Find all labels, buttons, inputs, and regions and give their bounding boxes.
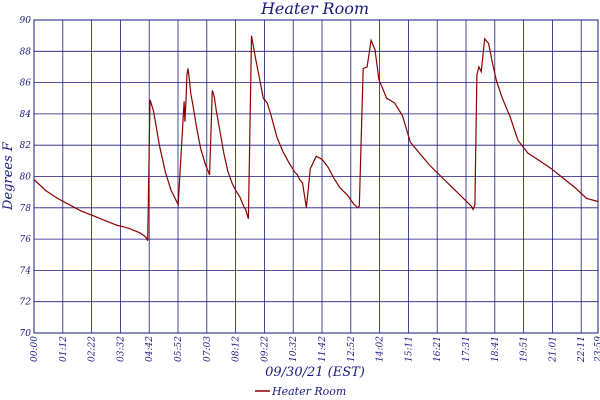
x-tick-label: 22:11 <box>577 336 587 363</box>
y-tick-label: 90 <box>20 16 32 26</box>
y-tick-label: 80 <box>20 173 32 183</box>
x-tick-label: 23:59 <box>594 336 600 363</box>
x-tick-label: 08:12 <box>232 336 242 362</box>
x-tick-label: 01:12 <box>59 336 69 362</box>
y-tick-label: 84 <box>20 110 32 120</box>
x-tick-label: 07:03 <box>203 336 213 362</box>
x-tick-label: 02:22 <box>88 336 98 362</box>
x-tick-label: 10:32 <box>289 336 299 362</box>
x-tick-label: 03:32 <box>116 336 126 362</box>
x-tick-label: 15:11 <box>404 336 414 362</box>
y-axis-ticks: 70 72 74 76 78 80 82 84 86 88 90 <box>20 16 32 339</box>
x-tick-label: 12:52 <box>347 336 357 362</box>
y-axis-label: Degrees F <box>1 141 16 211</box>
series-line-heater-room <box>33 35 599 241</box>
x-tick-label: 19:51 <box>520 336 530 362</box>
y-tick-label: 70 <box>20 329 32 339</box>
x-tick-label: 00:00 <box>30 336 40 362</box>
x-tick-label: 18:41 <box>491 336 501 362</box>
x-axis-label: 09/30/21 (EST) <box>265 365 365 380</box>
legend: Heater Room <box>255 385 346 398</box>
x-axis-ticks: 00:00 01:12 02:22 03:32 04:42 05:52 07:03 08:12… <box>30 336 600 363</box>
legend-label-heater-room: Heater Room <box>271 385 346 398</box>
y-tick-label: 76 <box>20 235 32 245</box>
y-tick-label: 88 <box>20 47 32 57</box>
y-tick-label: 72 <box>20 298 32 308</box>
x-tick-label: 11:42 <box>318 336 328 362</box>
y-tick-label: 82 <box>20 141 32 151</box>
x-tick-label: 09:22 <box>260 336 270 362</box>
x-tick-label: 14:02 <box>376 336 386 362</box>
x-tick-label: 21:01 <box>548 336 558 363</box>
grid <box>33 19 599 334</box>
x-tick-label: 16:21 <box>433 336 443 362</box>
x-tick-label: 04:42 <box>145 336 155 362</box>
chart-title: Heater Room <box>260 0 369 18</box>
y-tick-label: 78 <box>20 204 32 214</box>
x-tick-label: 05:52 <box>174 336 184 362</box>
y-tick-label: 74 <box>20 266 32 276</box>
y-tick-label: 86 <box>20 79 32 89</box>
x-tick-label: 17:31 <box>462 336 472 362</box>
